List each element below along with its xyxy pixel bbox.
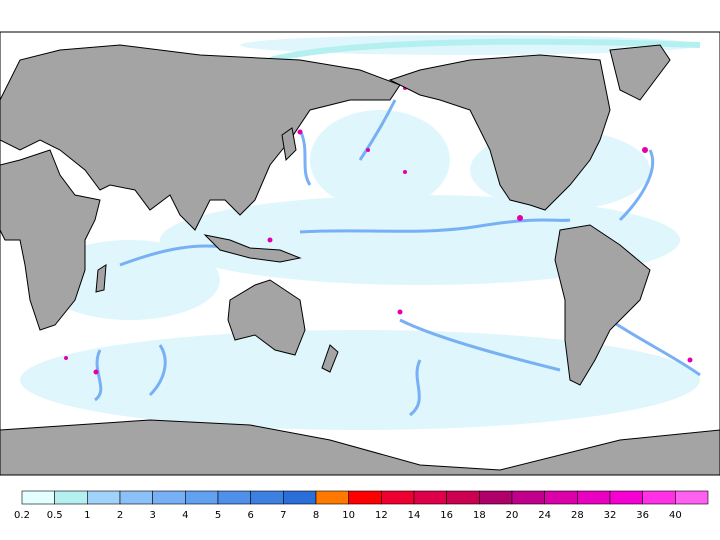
colorbar-swatch xyxy=(250,490,284,505)
colorbar-label: 40 xyxy=(669,510,682,521)
colorbar-swatch xyxy=(348,490,382,505)
colorbar-swatch xyxy=(87,490,121,505)
colorbar-label: 0.5 xyxy=(47,510,63,521)
colorbar-swatch xyxy=(446,490,480,505)
colorbar-swatch xyxy=(381,490,415,505)
colorbar-swatch xyxy=(642,490,676,505)
colorbar-label: 36 xyxy=(636,510,649,521)
colorbar: 0.2 0.5 1 2 3 4 5 6 7 8 10 12 14 16 18 20 24 28 32 36 40 xyxy=(14,490,709,521)
colorbar-label: 6 xyxy=(247,510,253,521)
colorbar-swatch xyxy=(21,490,55,505)
colorbar-swatch xyxy=(185,490,219,505)
colorbar-swatch xyxy=(413,490,447,505)
greenland xyxy=(609,44,671,101)
antarctica xyxy=(0,419,720,476)
land xyxy=(0,44,720,476)
colorbar-label: 2 xyxy=(117,510,123,521)
colorbar-label: 5 xyxy=(215,510,221,521)
eurasia xyxy=(0,44,401,231)
colorbar-label: 18 xyxy=(473,510,486,521)
colorbar-swatch xyxy=(217,490,251,505)
colorbar-label: 4 xyxy=(182,510,188,521)
colorbar-swatch xyxy=(675,490,709,505)
colorbar-swatch xyxy=(609,490,643,505)
colorbar-label: 12 xyxy=(375,510,388,521)
colorbar-swatch xyxy=(119,490,153,505)
colorbar-swatch xyxy=(315,490,349,505)
colorbar-label: 1 xyxy=(84,510,90,521)
madagascar xyxy=(95,264,107,293)
colorbar-label: 14 xyxy=(408,510,421,521)
colorbar-label: 10 xyxy=(342,510,355,521)
colorbar-label: 28 xyxy=(571,510,584,521)
colorbar-swatch xyxy=(544,490,578,505)
australia xyxy=(227,279,306,356)
precip-haze xyxy=(20,35,700,430)
colorbar-swatch xyxy=(283,490,317,505)
south-america xyxy=(554,224,651,386)
new-zealand xyxy=(321,344,339,373)
colorbar-swatch xyxy=(152,490,186,505)
colorbar-swatch xyxy=(511,490,545,505)
colorbar-label: 16 xyxy=(440,510,453,521)
colorbar-swatch xyxy=(54,490,88,505)
africa xyxy=(0,149,101,331)
indonesia xyxy=(203,234,302,263)
colorbar-label: 20 xyxy=(506,510,519,521)
japan xyxy=(281,127,297,162)
colorbar-swatch xyxy=(577,490,611,505)
colorbar-swatch xyxy=(479,490,513,505)
north-america xyxy=(388,54,611,211)
colorbar-label: 8 xyxy=(313,510,319,521)
colorbar-label: 7 xyxy=(280,510,286,521)
colorbar-label: 3 xyxy=(149,510,155,521)
colorbar-label: 24 xyxy=(538,510,551,521)
colorbar-label: 0.2 xyxy=(14,510,30,521)
colorbar-label: 32 xyxy=(604,510,617,521)
